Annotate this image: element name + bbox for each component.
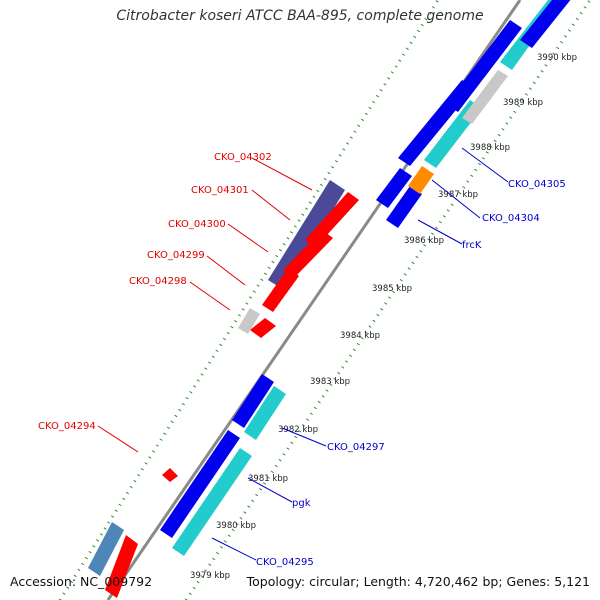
feature-blue-g (520, 0, 571, 48)
accession-text: Accession: NC_009792 (10, 574, 153, 589)
kbp-label: 3984 kbp (340, 331, 380, 341)
gene-label-pgk: pgk (292, 498, 311, 509)
feature-gray-b (462, 70, 508, 124)
feature-cko-04299 (262, 268, 299, 312)
kbp-label: 3990 kbp (537, 53, 577, 63)
feature-cko-04300 (283, 230, 333, 278)
feature-orange (408, 166, 434, 194)
feature-blue-b (232, 374, 274, 428)
feature-blue-f (446, 20, 522, 112)
map-title: Citrobacter koseri ATCC BAA-895, complet… (116, 8, 484, 24)
topology-summary: Topology: circular; Length: 4,720,462 bp… (246, 574, 590, 589)
gene-label-frck: frcK (462, 240, 482, 251)
feature-cko-04298-b (238, 308, 260, 334)
gene-label-cko-04300: CKO_04300 (168, 219, 226, 230)
kbp-label: 3981 kbp (248, 474, 288, 484)
feature-blue-c (376, 168, 412, 208)
gene-label-cko-04304: CKO_04304 (482, 213, 540, 224)
kbp-label: 3979 kbp (190, 571, 230, 581)
kbp-label: 3987 kbp (438, 190, 478, 200)
outer-tick-track (58, 0, 440, 600)
kbp-label: 3982 kbp (278, 425, 318, 435)
feature-blue-d (386, 186, 422, 228)
feature-red-bottom (105, 535, 138, 598)
inner-tick-track (184, 0, 592, 600)
gene-label-cko-04301: CKO_04301 (191, 185, 249, 196)
kbp-label: 3986 kbp (404, 236, 444, 246)
gene-label-cko-04295: CKO_04295 (256, 557, 314, 568)
kbp-label: 3988 kbp (470, 143, 510, 153)
gene-label-cko-04297: CKO_04297 (327, 442, 385, 453)
feature-cyan-b (244, 386, 286, 440)
gene-label-cko-04302: CKO_04302 (214, 152, 272, 163)
gene-label-cko-04294: CKO_04294 (38, 421, 96, 432)
kbp-label: 3980 kbp (216, 521, 256, 531)
feature-cko-04302 (268, 180, 345, 290)
feature-cko-04294 (162, 468, 178, 482)
feature-cko-04298-a (250, 318, 276, 338)
gene-label-cko-04298: CKO_04298 (129, 276, 187, 287)
feature-blue-a (160, 430, 240, 538)
kbp-label: 3985 kbp (372, 284, 412, 294)
gene-label-cko-04305: CKO_04305 (508, 179, 566, 190)
feature-cyan-a (172, 448, 252, 556)
gene-label-cko-04299: CKO_04299 (147, 250, 205, 261)
kbp-label: 3983 kbp (310, 377, 350, 387)
feature-steelblue (88, 522, 124, 576)
kbp-label: 3989 kbp (503, 98, 543, 108)
